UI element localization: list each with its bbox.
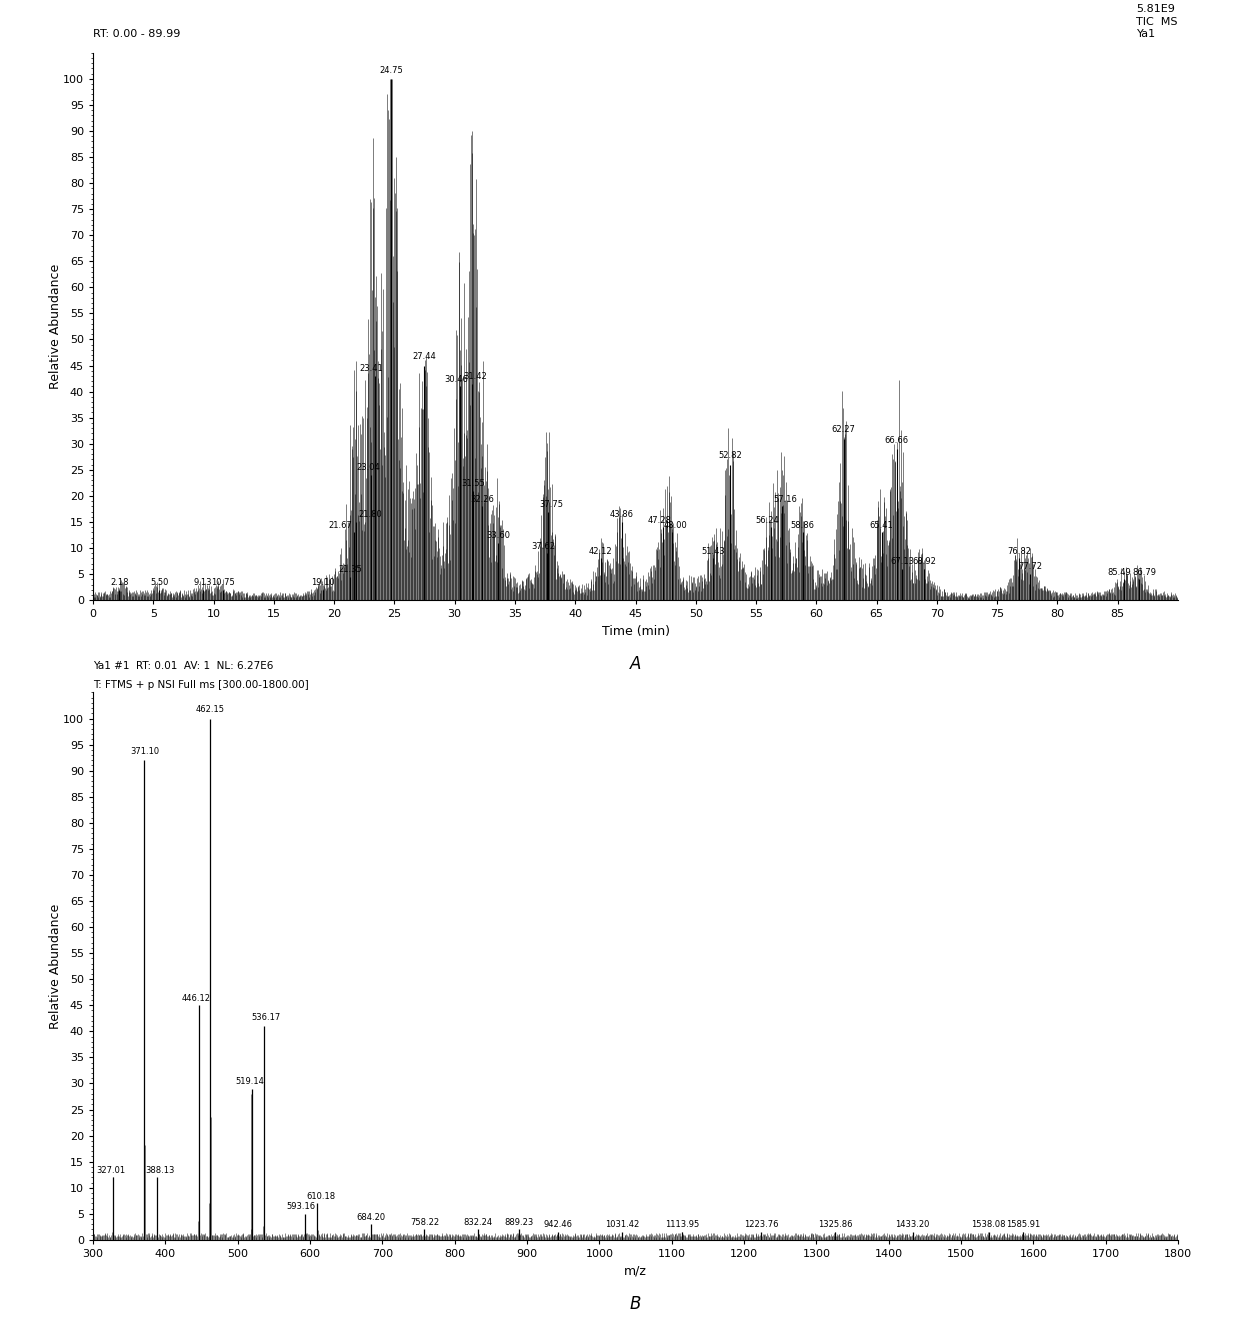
Text: 56.24: 56.24: [755, 516, 779, 525]
Text: 1031.42: 1031.42: [605, 1220, 639, 1229]
Text: 47.28: 47.28: [647, 516, 671, 525]
Y-axis label: Relative Abundance: Relative Abundance: [48, 264, 62, 389]
Text: 889.23: 889.23: [505, 1217, 534, 1227]
Text: 86.79: 86.79: [1132, 567, 1156, 576]
Text: A: A: [630, 656, 641, 673]
Text: 21.35: 21.35: [339, 565, 362, 574]
X-axis label: m/z: m/z: [624, 1265, 647, 1277]
Text: 1585.91: 1585.91: [1006, 1220, 1040, 1229]
Text: 42.12: 42.12: [589, 547, 613, 555]
Text: T: FTMS + p NSI Full ms [300.00-1800.00]: T: FTMS + p NSI Full ms [300.00-1800.00]: [93, 679, 309, 690]
Text: 67.13: 67.13: [890, 557, 914, 566]
Text: 85.49: 85.49: [1107, 567, 1131, 576]
X-axis label: Time (min): Time (min): [601, 625, 670, 637]
Text: NL:
5.81E9
TIC  MS
Ya1: NL: 5.81E9 TIC MS Ya1: [1137, 0, 1178, 40]
Text: 462.15: 462.15: [196, 706, 224, 715]
Text: 1433.20: 1433.20: [895, 1220, 930, 1229]
Text: 65.41: 65.41: [869, 521, 894, 530]
Text: 27.44: 27.44: [412, 352, 435, 361]
Text: 76.82: 76.82: [1007, 547, 1032, 555]
Text: 68.92: 68.92: [911, 557, 936, 566]
Text: 51.43: 51.43: [701, 547, 725, 555]
Text: 32.26: 32.26: [470, 495, 494, 504]
Text: 10.75: 10.75: [211, 578, 234, 587]
Text: 52.82: 52.82: [718, 451, 742, 460]
Text: 9.13: 9.13: [193, 578, 212, 587]
Text: 66.66: 66.66: [884, 435, 909, 445]
Text: 593.16: 593.16: [286, 1202, 316, 1211]
Text: 21.67: 21.67: [327, 521, 352, 530]
Text: 23.04: 23.04: [356, 463, 381, 472]
Text: 446.12: 446.12: [181, 993, 211, 1002]
Text: 610.18: 610.18: [306, 1192, 336, 1200]
Text: 1113.95: 1113.95: [665, 1220, 699, 1229]
Text: 37.75: 37.75: [539, 500, 564, 509]
Text: 21.80: 21.80: [358, 510, 382, 520]
Text: 77.72: 77.72: [1018, 562, 1042, 571]
Text: B: B: [630, 1295, 641, 1312]
Text: 1325.86: 1325.86: [818, 1220, 852, 1229]
Text: 758.22: 758.22: [410, 1217, 439, 1227]
Text: 2.18: 2.18: [110, 578, 129, 587]
Text: 5.50: 5.50: [150, 578, 169, 587]
Text: 23.41: 23.41: [360, 364, 383, 373]
Text: RT: 0.00 - 89.99: RT: 0.00 - 89.99: [93, 29, 180, 40]
Text: 43.86: 43.86: [610, 510, 634, 520]
Y-axis label: Relative Abundance: Relative Abundance: [48, 904, 62, 1029]
Text: 1223.76: 1223.76: [744, 1220, 779, 1229]
Text: 62.27: 62.27: [832, 425, 856, 434]
Text: 832.24: 832.24: [464, 1217, 492, 1227]
Text: 536.17: 536.17: [252, 1013, 280, 1022]
Text: 19.10: 19.10: [311, 578, 335, 587]
Text: 684.20: 684.20: [356, 1212, 386, 1221]
Text: 30.46: 30.46: [445, 375, 469, 384]
Text: 519.14: 519.14: [234, 1078, 264, 1086]
Text: 24.75: 24.75: [379, 66, 403, 75]
Text: 57.16: 57.16: [774, 495, 797, 504]
Text: 58.86: 58.86: [791, 521, 815, 530]
Text: 33.60: 33.60: [486, 532, 510, 541]
Text: Ya1 #1  RT: 0.01  AV: 1  NL: 6.27E6: Ya1 #1 RT: 0.01 AV: 1 NL: 6.27E6: [93, 661, 273, 670]
Text: 31.55: 31.55: [461, 479, 485, 488]
Text: 37.62: 37.62: [531, 542, 556, 550]
Text: 31.42: 31.42: [464, 372, 487, 381]
Text: 327.01: 327.01: [97, 1166, 125, 1175]
Text: 388.13: 388.13: [145, 1166, 175, 1175]
Text: 942.46: 942.46: [543, 1220, 572, 1229]
Text: 1538.08: 1538.08: [971, 1220, 1006, 1229]
Text: 48.00: 48.00: [663, 521, 687, 530]
Text: 371.10: 371.10: [130, 747, 159, 756]
